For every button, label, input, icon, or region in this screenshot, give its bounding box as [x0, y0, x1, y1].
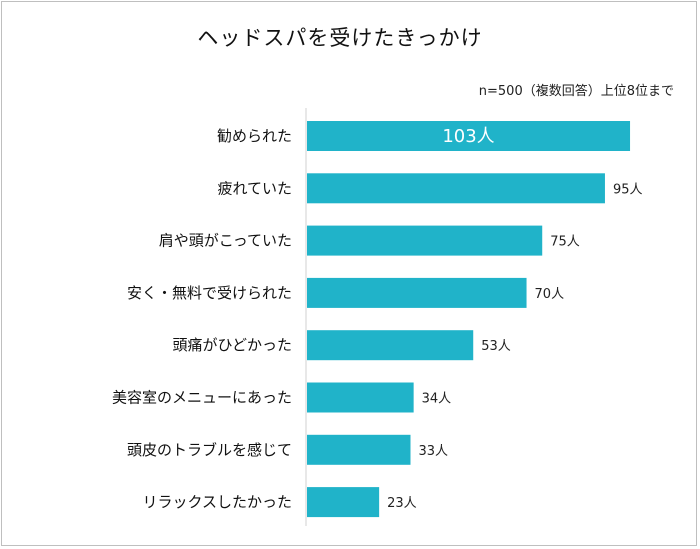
category-label: 肩や頭がこっていた [159, 232, 292, 250]
value-label: 34人 [422, 392, 452, 407]
value-label: 95人 [613, 182, 643, 197]
bar [307, 434, 411, 465]
bar [307, 225, 543, 256]
category-label: 安く・無料で受けられた [127, 284, 292, 302]
sample-note: n=500（複数回答）上位8位まで [478, 84, 674, 99]
value-label: 103人 [442, 126, 494, 147]
category-label: リラックスしたかった [142, 493, 292, 511]
category-label: 頭痛がひどかった [172, 336, 292, 354]
category-label: 疲れていた [217, 179, 292, 197]
value-label: 33人 [419, 444, 449, 459]
category-label: 勧められた [217, 127, 292, 145]
category-label: 頭皮のトラブルを感じて [127, 441, 292, 459]
bar [307, 173, 605, 204]
chart-title: ヘッドスパを受けたきっかけ [197, 26, 483, 50]
value-label: 75人 [550, 235, 580, 250]
category-label: 美容室のメニューにあった [112, 389, 292, 407]
value-label: 53人 [481, 339, 511, 354]
bar [307, 382, 414, 413]
bar [307, 487, 380, 518]
bar [307, 330, 474, 361]
bar [307, 121, 631, 151]
bar [307, 277, 527, 308]
value-label: 23人 [387, 496, 417, 511]
value-label: 70人 [535, 287, 565, 302]
